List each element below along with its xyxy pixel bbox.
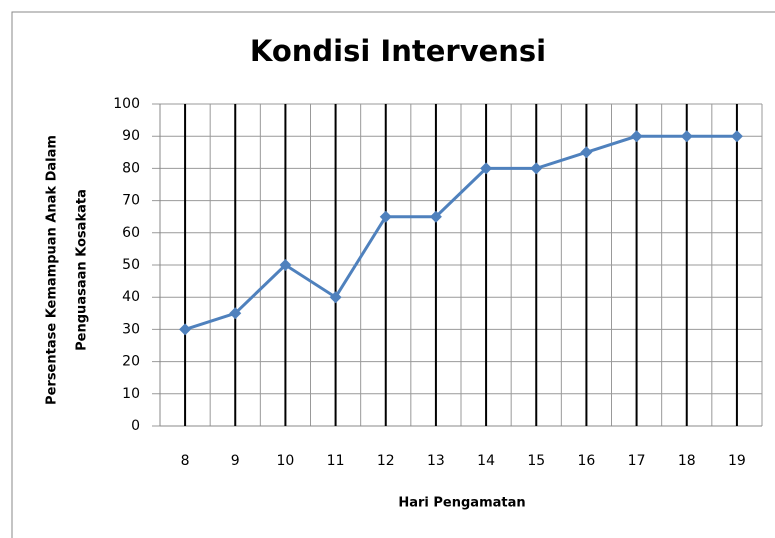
y-tick-label: 30 — [122, 321, 140, 337]
y-tick-label: 10 — [122, 386, 140, 402]
data-line — [184, 134, 737, 331]
y-axis-title-line: Persentase Kemampuan Anak Dalam — [45, 135, 60, 405]
y-tick-label: 40 — [122, 289, 140, 305]
y-tick-label: 70 — [122, 193, 140, 209]
x-tick-label: 11 — [327, 453, 345, 469]
x-tick-label: 12 — [377, 453, 395, 469]
x-tick-label: 8 — [181, 453, 190, 469]
x-tick-label: 18 — [678, 453, 696, 469]
chart-title: Kondisi Intervensi — [250, 34, 546, 68]
data-point — [580, 146, 593, 159]
y-tick-label: 20 — [122, 354, 140, 370]
chart-frame — [11, 11, 775, 538]
y-tick-label: 100 — [113, 96, 140, 112]
data-point — [530, 162, 543, 175]
x-tick-label: 19 — [728, 453, 746, 469]
data-point — [329, 291, 342, 304]
data-point — [730, 130, 743, 143]
data-point — [429, 210, 442, 223]
data-point — [229, 307, 242, 320]
x-tick-label: 14 — [477, 453, 495, 469]
data-point — [179, 323, 192, 336]
y-axis-title: Persentase Kemampuan Anak Dalam Penguasa… — [45, 135, 90, 405]
data-point — [680, 130, 693, 143]
x-tick-label: 16 — [578, 453, 596, 469]
x-axis-title: Hari Pengamatan — [398, 496, 525, 511]
y-tick-label: 80 — [122, 160, 140, 176]
x-tick-label: 9 — [231, 453, 240, 469]
y-tick-label: 0 — [131, 418, 140, 434]
y-tick-label: 60 — [122, 225, 140, 241]
data-point — [480, 162, 493, 175]
y-tick-label: 90 — [122, 128, 140, 144]
x-tick-label: 13 — [427, 453, 445, 469]
data-point — [279, 259, 292, 271]
x-tick-label: 17 — [628, 453, 646, 469]
x-tick-label: 15 — [527, 453, 545, 469]
y-axis-title-line: Penguasaan Kosakata — [75, 189, 90, 351]
x-tick-label: 10 — [277, 453, 295, 469]
y-tick-label: 50 — [122, 257, 140, 273]
data-point — [379, 210, 392, 223]
data-point — [630, 130, 643, 143]
